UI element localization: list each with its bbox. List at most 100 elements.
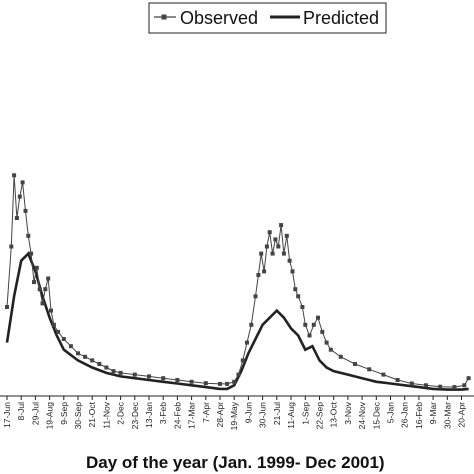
x-axis-title: Day of the year (Jan. 1999- Dec 2001) [86, 453, 385, 472]
observed-point [203, 381, 208, 386]
observed-point [20, 180, 25, 185]
x-tick-label: 22-Sep [315, 402, 325, 430]
observed-point [147, 374, 151, 379]
observed-point [26, 233, 31, 238]
legend-observed-label: Observed [180, 8, 258, 28]
x-tick-label: 9-Jun [243, 402, 253, 424]
x-tick-label: 9-Sep [59, 402, 69, 425]
observed-point [296, 294, 301, 299]
observed-point [132, 372, 137, 377]
observed-point [367, 367, 372, 372]
x-tick-label: 21-Jul [272, 402, 282, 425]
observed-point [262, 269, 267, 274]
observed-point [83, 354, 88, 359]
observed-point [253, 294, 258, 299]
x-tick-label: 19-May [229, 401, 239, 430]
observed-point [218, 381, 222, 386]
observed-point [111, 369, 116, 374]
x-tick-label: 17-Mar [187, 402, 197, 429]
x-tick-label: 11-Aug [286, 402, 296, 429]
observed-point [409, 381, 414, 386]
x-tick-label: 20-Apr [457, 402, 467, 428]
x-tick-label: 30-Jun [258, 402, 268, 428]
observed-point [462, 383, 467, 388]
observed-point [61, 337, 66, 341]
series-observed-line [6, 175, 470, 388]
observed-point [338, 354, 343, 359]
observed-point [324, 340, 329, 345]
observed-point [300, 305, 305, 309]
observed-point [225, 381, 230, 386]
x-tick-label: 8-Jul [16, 402, 26, 421]
observed-point [316, 315, 320, 320]
x-tick-label: 23-Dec [130, 401, 140, 429]
x-tick-label: 26-Jan [400, 402, 410, 428]
observed-point [5, 305, 9, 309]
observed-point [43, 287, 48, 292]
x-tick-label: 3-Nov [343, 401, 353, 424]
observed-point [245, 340, 249, 345]
observed-point [328, 347, 333, 352]
x-tick-label: 1-Sep [300, 402, 310, 425]
observed-point [51, 322, 56, 327]
observed-point [256, 273, 261, 277]
series-predicted-line [5, 251, 469, 391]
observed-point [104, 365, 109, 370]
x-tick-label: 24-Feb [172, 402, 182, 429]
x-tick-label: 15-Dec [371, 401, 381, 429]
observed-point [273, 237, 278, 242]
observed-point [118, 370, 123, 375]
x-tick-label: 5-Jan [386, 402, 396, 424]
x-tick-label: 30-Mar [442, 402, 452, 429]
observed-point [90, 358, 95, 363]
x-ticks: 17-Jun 8-Jul 29-Jul 19-Aug 9-Sep 30-Sep 21-Oct… [2, 396, 467, 430]
observed-point [40, 301, 45, 306]
observed-point [307, 333, 312, 338]
observed-point [303, 322, 308, 327]
observed-point [320, 329, 325, 334]
observed-point [290, 269, 295, 274]
observed-point [267, 230, 272, 235]
x-tick-label: 24-Nov [357, 401, 367, 429]
legend-predicted-label: Predicted [303, 8, 379, 28]
observed-point [49, 308, 53, 313]
observed-point [381, 372, 386, 377]
x-tick-label: 29-Jul [30, 402, 40, 425]
observed-point [259, 251, 264, 256]
observed-point [311, 322, 316, 327]
observed-point [56, 329, 61, 334]
x-tick-label: 30-Sep [73, 402, 83, 430]
x-tick-label: 3-Feb [158, 402, 168, 424]
observed-point [240, 358, 245, 363]
x-tick-label: 9-Mar [428, 402, 438, 424]
observed-point [284, 233, 289, 238]
observed-point [281, 251, 286, 256]
observed-point [161, 376, 166, 381]
x-tick-label: 7-Apr [201, 402, 211, 423]
observed-point [189, 379, 194, 384]
observed-point [14, 216, 19, 220]
x-tick-label: 21-Oct [87, 401, 97, 427]
observed-point [264, 244, 269, 249]
observed-point [9, 244, 14, 249]
observed-point [46, 276, 51, 281]
observed-point [236, 372, 241, 377]
observed-point [232, 379, 237, 384]
observed-point [34, 265, 39, 270]
x-tick-label: 16-Feb [414, 402, 424, 429]
legend-box [148, 2, 387, 34]
observed-point [452, 385, 457, 390]
x-tick-label: 2-Dec [116, 401, 126, 424]
observed-point [32, 280, 36, 285]
observed-point [29, 251, 34, 256]
observed-point [438, 384, 443, 389]
x-tick-label: 13-Oct [329, 401, 339, 427]
observed-point [68, 344, 73, 349]
x-tick-label: 19-Aug [45, 402, 55, 430]
observed-point [279, 223, 284, 228]
observed-point [353, 362, 357, 366]
observed-point [466, 376, 471, 381]
observed-point [76, 351, 80, 356]
observed-point [249, 322, 254, 327]
